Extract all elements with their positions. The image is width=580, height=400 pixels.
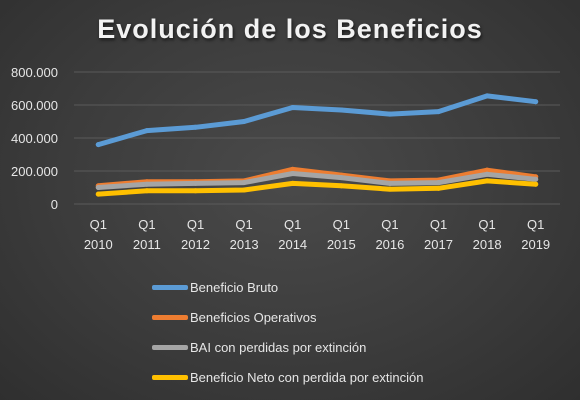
data-point-beneficio-neto [95,191,101,197]
x-tick-label: Q1 [381,217,398,232]
series-line-bai [95,171,539,190]
x-tick-label: Q1 [284,217,301,232]
chart-title: Evolución de los Beneficios [97,14,483,44]
data-point-beneficio-bruto [387,111,393,117]
data-point-bai [387,180,393,186]
legend: Beneficio Bruto Beneficios Operativos BA… [152,272,423,392]
legend-item-bai[interactable]: BAI con perdidas por extinción [152,332,423,362]
data-point-beneficio-neto [193,188,198,194]
data-point-bai [193,180,198,186]
data-point-bai [436,180,441,186]
data-point-beneficio-bruto [95,142,101,148]
legend-label: Beneficio Bruto [190,279,279,295]
data-point-beneficio-neto [338,183,344,189]
x-tick-label: Q1 [90,217,107,232]
legend-swatch [152,314,188,320]
data-point-beneficio-neto [484,178,490,184]
legend-item-beneficio-bruto[interactable]: Beneficio Bruto [152,272,423,302]
y-tick-label: 0 [51,197,58,212]
x-tick-label: 2018 [473,237,502,252]
legend-item-beneficio-neto[interactable]: Beneficio Neto con perdida por extinción [152,362,423,392]
x-tick-label: 2014 [278,237,307,252]
data-point-bai [95,185,101,190]
data-point-beneficio-bruto [484,93,490,99]
legend-swatch [152,374,188,380]
legend-item-beneficios-operativos[interactable]: Beneficios Operativos [152,302,423,332]
data-point-beneficio-bruto [193,124,198,130]
x-tick-label: Q1 [527,217,544,232]
data-point-beneficio-bruto [241,119,247,124]
legend-swatch [152,344,188,350]
data-point-beneficio-bruto [338,107,344,113]
data-point-beneficio-bruto [533,99,539,105]
x-tick-label: 2015 [327,237,356,252]
data-point-beneficio-neto [387,186,393,192]
data-point-bai [533,176,539,182]
x-tick-label: Q1 [235,217,252,232]
y-tick-label: 600.000 [11,98,58,113]
x-tick-label: 2012 [181,237,210,252]
data-point-beneficio-neto [241,187,247,193]
series-line-beneficio-bruto [95,93,539,148]
x-tick-label: Q1 [187,217,204,232]
x-tick-label: Q1 [138,217,155,232]
x-tick-label: 2016 [375,237,404,252]
x-tick-label: 2013 [230,237,259,252]
data-point-beneficio-bruto [436,109,441,115]
x-tick-label: Q1 [478,217,495,232]
data-point-beneficio-neto [290,180,296,186]
data-point-beneficio-neto [533,181,539,187]
data-point-beneficio-neto [144,188,150,194]
y-tick-label: 800.000 [11,65,58,80]
legend-label: BAI con perdidas por extinción [190,339,367,355]
legend-label: Beneficios Operativos [190,309,317,325]
data-point-beneficios-operativos [290,166,296,172]
data-point-bai [241,180,247,186]
data-point-beneficio-neto [436,185,441,191]
y-tick-label: 200.000 [11,164,58,179]
series-line-beneficio-neto [95,178,539,197]
legend-label: Beneficio Neto con perdida por extinción [190,369,424,385]
data-point-bai [338,175,344,181]
x-tick-label: 2017 [424,237,453,252]
data-point-bai [290,170,296,176]
legend-swatch [152,284,188,290]
x-tick-label: 2011 [133,237,161,252]
data-point-beneficio-bruto [144,128,150,134]
x-tick-label: Q1 [333,217,350,232]
data-point-beneficios-operativos [484,167,490,173]
data-point-beneficio-bruto [290,104,296,110]
x-tick-label: Q1 [430,217,447,232]
data-point-bai [144,181,150,187]
x-tick-label: 2010 [84,237,113,252]
y-tick-label: 400.000 [11,131,58,146]
x-tick-label: 2019 [521,237,550,252]
data-point-bai [484,171,490,177]
